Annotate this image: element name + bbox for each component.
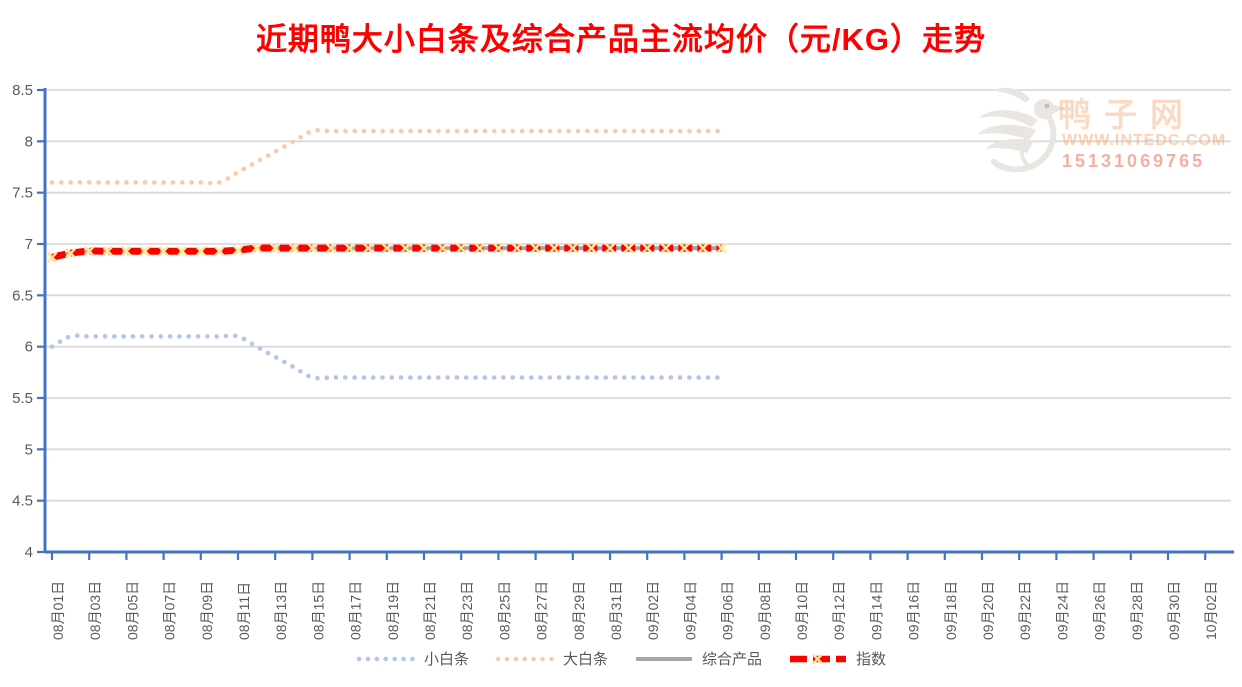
legend-label-dabaitiao: 大白条 [562, 651, 608, 668]
chart-title: 近期鸭大小白条及综合产品主流均价（元/KG）走势 [255, 22, 987, 57]
svg-text:08月09日: 08月09日 [199, 581, 215, 640]
svg-text:09月20日: 09月20日 [980, 581, 996, 640]
legend-item-zhishu: 指数 [788, 648, 886, 669]
svg-text:4: 4 [25, 544, 33, 561]
legend-item-zonghechanpin: 综合产品 [634, 648, 762, 669]
svg-text:09月28日: 09月28日 [1129, 581, 1145, 640]
svg-text:08月07日: 08月07日 [162, 581, 178, 640]
svg-text:08月13日: 08月13日 [273, 581, 289, 640]
svg-text:09月14日: 09月14日 [868, 581, 884, 640]
svg-text:08月25日: 08月25日 [496, 581, 512, 640]
svg-text:08月29日: 08月29日 [571, 581, 587, 640]
svg-text:08月11日: 08月11日 [236, 582, 252, 640]
svg-text:09月26日: 09月26日 [1092, 581, 1108, 640]
svg-text:09月08日: 09月08日 [757, 581, 773, 640]
chart-legend: 小白条 大白条 综合产品 指数 [0, 648, 1242, 669]
legend-item-dabaitiao: 大白条 [495, 648, 608, 669]
svg-text:8.5: 8.5 [12, 82, 33, 99]
legend-sample-dotted-blue [356, 656, 416, 661]
svg-text:09月10日: 09月10日 [794, 581, 810, 640]
svg-text:5.5: 5.5 [12, 390, 33, 407]
svg-text:4.5: 4.5 [12, 493, 33, 510]
svg-text:08月19日: 08月19日 [385, 581, 401, 640]
svg-text:09月04日: 09月04日 [682, 581, 698, 640]
svg-text:8: 8 [25, 133, 33, 150]
svg-text:7: 7 [25, 236, 33, 253]
svg-text:10月02日: 10月02日 [1203, 581, 1219, 640]
svg-text:09月24日: 09月24日 [1054, 581, 1070, 640]
svg-text:09月12日: 09月12日 [831, 581, 847, 640]
svg-text:08月03日: 08月03日 [87, 581, 103, 640]
svg-text:6: 6 [25, 339, 33, 356]
svg-text:08月31日: 08月31日 [608, 581, 624, 640]
legend-label-zonghechanpin: 综合产品 [702, 651, 763, 668]
svg-text:08月15日: 08月15日 [310, 581, 326, 640]
legend-item-xiaobaitiao: 小白条 [356, 648, 469, 669]
svg-text:08月17日: 08月17日 [348, 581, 364, 640]
svg-text:09月02日: 09月02日 [645, 581, 661, 640]
svg-text:08月05日: 08月05日 [124, 581, 140, 640]
svg-text:08月21日: 08月21日 [422, 581, 438, 640]
svg-text:08月27日: 08月27日 [534, 581, 550, 640]
svg-text:09月22日: 09月22日 [1017, 581, 1033, 640]
svg-text:09月30日: 09月30日 [1166, 581, 1182, 640]
svg-text:6.5: 6.5 [12, 287, 33, 304]
svg-text:7.5: 7.5 [12, 185, 33, 202]
svg-text:5: 5 [25, 441, 33, 458]
legend-sample-dashed-red [790, 653, 847, 664]
svg-text:08月23日: 08月23日 [459, 581, 475, 640]
svg-text:08月01日: 08月01日 [50, 581, 66, 640]
legend-label-zhishu: 指数 [856, 651, 887, 668]
svg-text:09月06日: 09月06日 [720, 581, 736, 640]
legend-sample-dotted-orange [495, 656, 555, 661]
legend-sample-solid-gray [636, 656, 692, 661]
svg-text:09月18日: 09月18日 [943, 581, 959, 640]
svg-text:09月16日: 09月16日 [906, 581, 922, 640]
legend-label-xiaobaitiao: 小白条 [423, 651, 469, 668]
